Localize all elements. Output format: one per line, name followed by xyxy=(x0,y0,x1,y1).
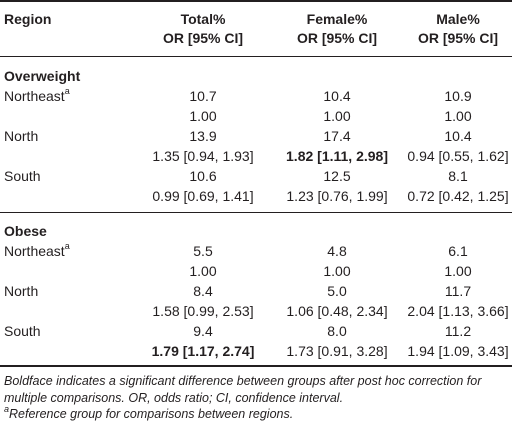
reference-footnote-marker: a xyxy=(64,241,70,252)
cell-female-or-significant: 1.82 [1.11, 2.98] xyxy=(286,148,388,164)
header-female-pct: Female% xyxy=(306,11,368,27)
header-male-pct: Male% xyxy=(436,11,480,27)
row-region-obese-north: North xyxy=(4,283,39,299)
header-female-or: OR [95% CI] xyxy=(296,30,378,46)
cell-female-or: 1.00 xyxy=(323,263,351,279)
row-region-obese-south: South xyxy=(4,323,41,339)
footnote-marker: a xyxy=(4,403,10,414)
cell-total-pct: 10.6 xyxy=(189,168,217,184)
bottom-rule xyxy=(0,365,512,367)
cell-male-or: 1.00 xyxy=(444,108,472,124)
cell-total-pct: 10.7 xyxy=(189,88,217,104)
cell-female-or: 1.06 [0.48, 2.34] xyxy=(286,303,388,319)
cell-female-pct: 17.4 xyxy=(323,128,351,144)
cell-total-or: 1.00 xyxy=(189,108,217,124)
cell-female-pct: 10.4 xyxy=(323,88,351,104)
cell-total-or: 1.58 [0.99, 2.53] xyxy=(152,303,254,319)
header-total-pct: Total% xyxy=(180,11,226,27)
row-region-overweight-northeast: Northeasta xyxy=(4,86,70,104)
top-rule xyxy=(0,0,512,2)
cell-female-or: 1.23 [0.76, 1.99] xyxy=(286,188,388,204)
cell-male-or: 0.72 [0.42, 1.25] xyxy=(407,188,509,204)
reference-footnote-marker: a xyxy=(64,86,70,97)
cell-male-pct: 10.9 xyxy=(444,88,472,104)
row-region-obese-northeast: Northeasta xyxy=(4,241,70,259)
cell-total-or: 1.00 xyxy=(189,263,217,279)
cell-male-pct: 6.1 xyxy=(448,243,468,259)
cell-female-or: 1.00 xyxy=(323,108,351,124)
cell-total-or-significant: 1.79 [1.17, 2.74] xyxy=(151,343,255,359)
cell-male-or: 0.94 [0.55, 1.62] xyxy=(407,148,509,164)
cell-female-pct: 5.0 xyxy=(327,283,347,299)
cell-total-pct: 8.4 xyxy=(193,283,213,299)
footnote-boldface: Boldface indicates a significant differe… xyxy=(4,374,482,405)
section-title-overweight: Overweight xyxy=(4,68,81,84)
header-total-or: OR [95% CI] xyxy=(162,30,244,46)
cell-male-or: 1.94 [1.09, 3.43] xyxy=(407,343,509,359)
row-region-overweight-north: North xyxy=(4,128,39,144)
cell-male-or: 2.04 [1.13, 3.66] xyxy=(407,303,509,319)
cell-total-or: 0.99 [0.69, 1.41] xyxy=(152,188,254,204)
footnote-reference-group: aReference group for comparisons between… xyxy=(4,403,294,421)
section-title-obese: Obese xyxy=(4,223,47,239)
cell-female-or: 1.73 [0.91, 3.28] xyxy=(286,343,388,359)
cell-total-pct: 13.9 xyxy=(189,128,217,144)
header-male-or: OR [95% CI] xyxy=(417,30,499,46)
cell-female-pct: 12.5 xyxy=(323,168,351,184)
cell-total-or: 1.35 [0.94, 1.93] xyxy=(152,148,254,164)
cell-male-or: 1.00 xyxy=(444,263,472,279)
cell-male-pct: 11.2 xyxy=(444,323,472,339)
cell-male-pct: 8.1 xyxy=(448,168,468,184)
cell-total-pct: 5.5 xyxy=(193,243,213,259)
cell-female-pct: 8.0 xyxy=(327,323,347,339)
cell-male-pct: 11.7 xyxy=(444,283,472,299)
row-region-overweight-south: South xyxy=(4,168,41,184)
section-rule xyxy=(0,212,512,213)
header-rule xyxy=(0,56,512,57)
cell-female-pct: 4.8 xyxy=(327,243,347,259)
header-region: Region xyxy=(4,11,52,27)
cell-total-pct: 9.4 xyxy=(193,323,213,339)
cell-male-pct: 10.4 xyxy=(444,128,472,144)
